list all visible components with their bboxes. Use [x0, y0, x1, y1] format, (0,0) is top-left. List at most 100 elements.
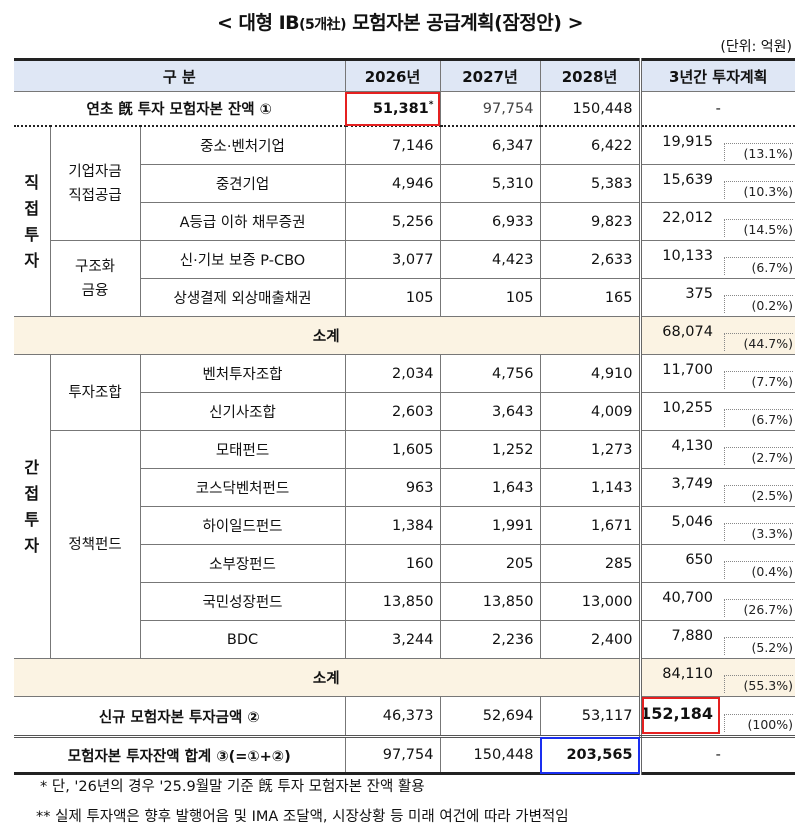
total-value: 3,749	[671, 476, 713, 492]
value-2028: 5,383	[539, 164, 642, 203]
total-share-percent: (7.7%)	[724, 371, 793, 389]
capital-supply-table: 구 분 2026년 2027년 2028년 3년간 투자계획 연초 旣 투자 모…	[14, 58, 795, 775]
value-total: 5,046 (3.3%)	[639, 506, 795, 545]
row-label: 연초 旣 투자 모험자본 잔액 ①	[14, 91, 346, 127]
table-row: 상생결제 외상매출채권 105 105 165 375 (0.2%)	[14, 278, 795, 317]
direct-section-label-text: 직접투자	[24, 172, 40, 270]
table-row: 중견기업 4,946 5,310 5,383 15,639 (10.3%)	[14, 164, 795, 203]
value-2028: 1,143	[539, 468, 642, 507]
table-row: 신기사조합 2,603 3,643 4,009 10,255 (6.7%)	[14, 392, 795, 431]
header-2028: 2028년	[539, 58, 642, 92]
value-2026: 5,256	[344, 202, 441, 241]
table-row: 정책펀드 모태펀드 1,605 1,252 1,273 4,130 (2.7%)	[14, 430, 795, 659]
value-total: 40,700 (26.7%)	[639, 582, 795, 621]
value-2026: 3,077	[344, 240, 441, 279]
value-2028: 1,273	[539, 430, 642, 469]
total-share-percent: (14.5%)	[724, 219, 793, 237]
value-total: 152,184 (100%)	[639, 696, 795, 738]
new-investment-row: 신규 모험자본 투자금액 ② 46,373 52,694 53,117 152,184 (…	[14, 696, 795, 738]
direct-subtotal-row: 소계 68,074 (44.7%)	[14, 316, 795, 355]
value-total: 10,255 (6.7%)	[639, 392, 795, 431]
subtotal-label: 소계	[14, 658, 642, 697]
total-share-percent: (26.7%)	[724, 599, 793, 617]
value-2027: 5,310	[439, 164, 541, 203]
table-row: 구조화 금융 신·기보 보증 P-CBO 3,077 4,423 2,633 10,133…	[14, 240, 795, 317]
value-total: 22,012 (14.5%)	[639, 202, 795, 241]
value-2028: 165	[539, 278, 642, 317]
item-label: 중견기업	[139, 164, 346, 203]
value-2026: 4,946	[344, 164, 441, 203]
value-2027: 105	[439, 278, 541, 317]
header-total: 3년간 투자계획	[639, 58, 795, 92]
value-2027: 52,694	[439, 696, 541, 738]
total-share-percent: (100%)	[724, 714, 793, 732]
value-2027: 1,252	[439, 430, 541, 469]
value-total: 3,749 (2.5%)	[639, 468, 795, 507]
value-2028: 9,823	[539, 202, 642, 241]
value-total: 4,130 (2.7%)	[639, 430, 795, 469]
item-label: 국민성장펀드	[139, 582, 346, 621]
value-total: 7,880 (5.2%)	[639, 620, 795, 659]
row-label: 모험자본 투자잔액 합계 ③(=①+②)	[14, 736, 346, 775]
value-2028: 4,009	[539, 392, 642, 431]
value-total: -	[639, 736, 795, 775]
total-share-percent: (5.2%)	[724, 637, 793, 655]
item-label: 하이일드펀드	[139, 506, 346, 545]
value-2027: 1,991	[439, 506, 541, 545]
value-2028: 285	[539, 544, 642, 583]
total-value: 152,184	[640, 704, 713, 723]
total-share-percent: (44.7%)	[724, 333, 793, 351]
total-share-percent: (2.7%)	[724, 447, 793, 465]
value-total: 10,133 (6.7%)	[639, 240, 795, 279]
total-value: 84,110	[662, 666, 713, 682]
item-label: BDC	[139, 620, 346, 659]
table-row: 하이일드펀드 1,384 1,991 1,671 5,046 (3.3%)	[14, 506, 795, 545]
value-2028: 2,400	[539, 620, 642, 659]
table-row: 간접투자 투자조합 벤처투자조합 2,034 4,756 4,910 11,700 (7.7%…	[14, 354, 795, 659]
item-label: 신기사조합	[139, 392, 346, 431]
table-row: 국민성장펀드 13,850 13,850 13,000 40,700 (26.7%)	[14, 582, 795, 621]
value-2028: 4,910	[539, 354, 642, 393]
value-total: 375 (0.2%)	[639, 278, 795, 317]
item-label: 소부장펀드	[139, 544, 346, 583]
total-share-percent: (55.3%)	[724, 675, 793, 693]
value-2027: 1,643	[439, 468, 541, 507]
value-2028: 2,633	[539, 240, 642, 279]
row-label: 신규 모험자본 투자금액 ②	[14, 696, 346, 738]
item-label: A등급 이하 채무증권	[139, 202, 346, 241]
value-2027: 4,423	[439, 240, 541, 279]
value-2027: 205	[439, 544, 541, 583]
total-share-percent: (6.7%)	[724, 409, 793, 427]
total-value: 375	[685, 286, 713, 302]
total-value: 19,915	[662, 134, 713, 150]
value-2027: 150,448	[439, 736, 541, 775]
value-total: -	[639, 91, 795, 127]
value-2028: 13,000	[539, 582, 642, 621]
total-share-percent: (0.2%)	[724, 295, 793, 313]
value-2026: 963	[344, 468, 441, 507]
total-share-percent: (6.7%)	[724, 257, 793, 275]
item-label: 상생결제 외상매출채권	[139, 278, 346, 317]
value-2026: 51,381*	[344, 91, 441, 127]
value-2026: 97,754	[344, 736, 441, 775]
total-value: 40,700	[662, 590, 713, 606]
value-total: 68,074 (44.7%)	[639, 316, 795, 355]
value-total: 650 (0.4%)	[639, 544, 795, 583]
item-label: 중소·벤처기업	[139, 125, 346, 165]
table-row: 직접투자 기업자금 직접공급 중소·벤처기업 7,146 6,347 6,422 19,91…	[14, 125, 795, 317]
value-2028: 203,565	[539, 736, 642, 775]
value-2028: 53,117	[539, 696, 642, 738]
header-row: 구 분 2026년 2027년 2028년 3년간 투자계획	[14, 58, 795, 92]
value-2027: 13,850	[439, 582, 541, 621]
table-row: BDC 3,244 2,236 2,400 7,880 (5.2%)	[14, 620, 795, 659]
total-share-percent: (0.4%)	[724, 561, 793, 579]
balance-total-row: 모험자본 투자잔액 합계 ③(=①+②) 97,754 150,448 203,565…	[14, 736, 795, 775]
total-value: 22,012	[662, 210, 713, 226]
page-title: < 대형 IB(5개社) 모험자본 공급계획(잠정안) >	[216, 12, 584, 34]
value-2027: 4,756	[439, 354, 541, 393]
total-value: 11,700	[662, 362, 713, 378]
total-share-percent: (3.3%)	[724, 523, 793, 541]
group-label: 투자조합	[49, 354, 141, 431]
opening-balance-row: 연초 旣 투자 모험자본 잔액 ① 51,381* 97,754 150,448…	[14, 91, 795, 127]
indirect-subtotal-row: 소계 84,110 (55.3%)	[14, 658, 795, 697]
